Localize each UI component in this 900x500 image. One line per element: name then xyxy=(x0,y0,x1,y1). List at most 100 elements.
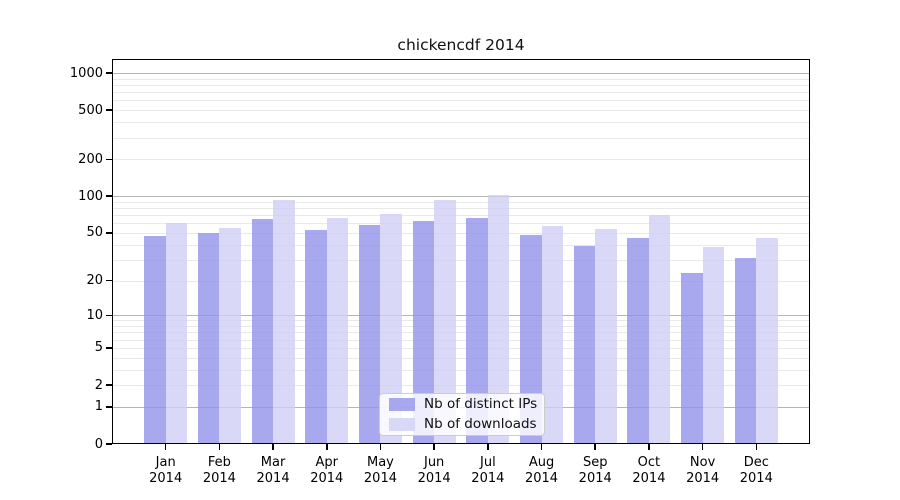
x-tick xyxy=(433,444,435,450)
x-tick xyxy=(701,444,704,450)
y-tick xyxy=(106,232,112,234)
legend-item-distinct-ips: Nb of distinct IPs xyxy=(389,396,538,412)
gridline-minor xyxy=(112,100,810,102)
y-tick-label: 5 xyxy=(94,340,103,356)
y-tick-label: 50 xyxy=(86,225,103,241)
bar-downloads-aug xyxy=(541,225,564,444)
x-tick-label: Nov 2014 xyxy=(686,455,720,486)
gridline-minor xyxy=(112,357,810,359)
gridline-minor xyxy=(112,215,810,217)
y-tick xyxy=(106,72,112,74)
x-tick-label: Feb 2014 xyxy=(202,455,236,486)
x-tick xyxy=(218,444,221,450)
x-tick-label: Sep 2014 xyxy=(578,455,612,486)
y-tick xyxy=(106,406,112,408)
chart-title: chickencdf 2014 xyxy=(397,36,525,54)
gridline-minor xyxy=(112,280,810,282)
y-tick-label: 10 xyxy=(86,307,103,323)
y-tick-label: 0 xyxy=(94,436,103,452)
legend: Nb of distinct IPs Nb of downloads xyxy=(379,393,545,436)
x-tick xyxy=(272,444,274,450)
gridline-minor xyxy=(112,347,810,349)
gridline-minor xyxy=(112,332,810,334)
bar-distinct-ips-nov xyxy=(681,273,703,444)
gridline-minor xyxy=(112,137,810,139)
x-tick xyxy=(487,444,489,450)
bar-downloads-nov xyxy=(702,247,725,444)
y-tick-label: 100 xyxy=(78,188,103,204)
y-tick xyxy=(106,384,112,386)
legend-item-downloads: Nb of downloads xyxy=(389,416,537,432)
gridline-minor xyxy=(112,201,810,203)
y-tick xyxy=(106,279,112,282)
x-tick xyxy=(326,444,328,450)
x-tick xyxy=(755,444,758,450)
gridline-major xyxy=(112,73,810,75)
bar-distinct-ips-jan xyxy=(144,236,166,444)
x-tick-label: Mar 2014 xyxy=(256,455,290,486)
y-tick xyxy=(106,158,112,161)
gridline-minor xyxy=(112,232,810,234)
legend-label-downloads: Nb of downloads xyxy=(424,416,537,432)
bar-downloads-jun xyxy=(434,199,456,444)
x-tick xyxy=(648,444,650,450)
bar-distinct-ips-feb xyxy=(197,232,220,444)
gridline-minor xyxy=(112,110,810,112)
gridline-major xyxy=(112,196,810,198)
x-tick xyxy=(540,444,543,450)
y-tick-label: 500 xyxy=(78,102,103,118)
gridline-minor xyxy=(112,92,810,94)
bar-downloads-may xyxy=(380,213,402,444)
bar-distinct-ips-apr xyxy=(305,229,327,444)
y-tick-label: 20 xyxy=(86,273,103,289)
y-tick-label: 200 xyxy=(78,151,103,167)
legend-swatch-distinct-ips xyxy=(389,398,415,411)
gridline-minor xyxy=(112,259,810,261)
x-tick-label: Jul 2014 xyxy=(471,455,505,486)
bar-downloads-dec xyxy=(756,238,778,444)
x-tick-label: May 2014 xyxy=(363,455,397,486)
bar-downloads-feb xyxy=(219,227,241,444)
y-tick-label: 2 xyxy=(94,377,103,393)
x-tick-label: Aug 2014 xyxy=(524,455,559,486)
x-tick xyxy=(164,444,167,450)
bar-distinct-ips-mar xyxy=(251,219,274,444)
plot-area xyxy=(112,59,810,444)
x-tick xyxy=(594,444,596,450)
gridline-minor xyxy=(112,320,810,322)
gridline-minor xyxy=(112,244,810,246)
x-tick-label: Jan 2014 xyxy=(149,455,183,486)
gridline-minor xyxy=(112,326,810,328)
y-tick-label: 1000 xyxy=(69,65,103,81)
gridline-minor xyxy=(112,339,810,341)
bar-downloads-oct xyxy=(648,215,671,444)
y-tick xyxy=(106,347,112,349)
gridline-minor xyxy=(112,369,810,371)
legend-label-distinct-ips: Nb of distinct IPs xyxy=(424,396,538,412)
bar-downloads-sep xyxy=(595,228,617,444)
gridline-minor xyxy=(112,122,810,124)
bar-downloads-jul xyxy=(487,195,510,444)
legend-swatch-downloads xyxy=(389,418,415,431)
bar-distinct-ips-aug xyxy=(520,235,542,444)
x-tick-label: Dec 2014 xyxy=(739,455,773,486)
x-tick xyxy=(379,444,382,450)
gridline-minor xyxy=(112,78,810,80)
gridline-major xyxy=(112,315,810,317)
x-tick-label: Oct 2014 xyxy=(632,455,666,486)
bar-distinct-ips-jul xyxy=(466,218,488,444)
bar-distinct-ips-sep xyxy=(573,245,596,444)
y-tick-label: 1 xyxy=(94,399,103,415)
gridline-minor xyxy=(112,208,810,210)
gridline-minor xyxy=(112,85,810,87)
gridline-minor xyxy=(112,159,810,161)
y-tick xyxy=(106,443,112,445)
bar-distinct-ips-may xyxy=(358,225,381,444)
gridline-minor xyxy=(112,223,810,225)
bar-downloads-apr xyxy=(326,218,349,444)
y-tick xyxy=(106,195,112,197)
bar-distinct-ips-jun xyxy=(412,220,435,444)
bar-distinct-ips-dec xyxy=(734,257,757,444)
bar-downloads-jan xyxy=(165,223,188,444)
